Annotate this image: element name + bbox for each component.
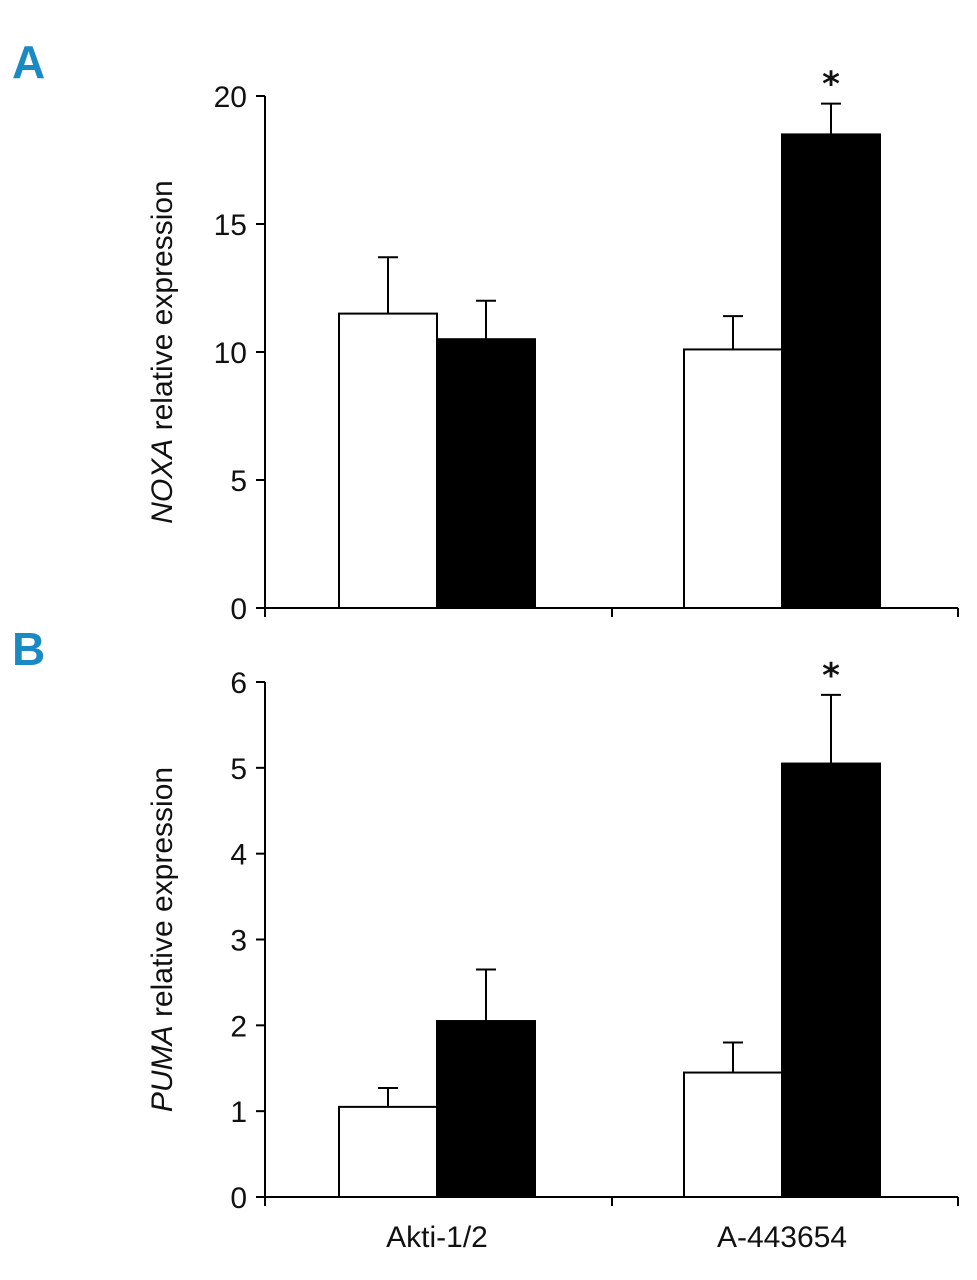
y-axis-label-text: relative expression	[146, 767, 179, 1025]
y-tick-label: 5	[230, 465, 247, 498]
bar-treated-2	[781, 762, 881, 1199]
y-tick-label: 5	[230, 753, 247, 786]
y-axis-label: PUMA relative expression	[146, 767, 179, 1112]
significance-star: *	[822, 65, 840, 105]
y-tick-label: 15	[214, 209, 247, 242]
y-axis-label-gene: NOXA	[146, 439, 179, 524]
bar-control-1	[338, 1105, 438, 1198]
bar-control-1	[338, 312, 438, 609]
y-axis-label-text: relative expression	[146, 180, 179, 438]
bar-treated-2	[781, 133, 881, 609]
panel-letter: A	[12, 36, 45, 88]
y-tick-label: 2	[230, 1010, 247, 1043]
y-tick-label: 10	[214, 337, 247, 370]
x-category-label: A-443654	[717, 1221, 847, 1254]
y-axis-label: NOXA relative expression	[146, 180, 179, 524]
bar-treated-1	[436, 338, 536, 609]
y-tick-label: 6	[230, 667, 247, 700]
y-tick-label: 20	[214, 81, 247, 114]
panel-letter: B	[12, 623, 45, 675]
y-tick-label: 1	[230, 1096, 247, 1129]
y-tick-label: 4	[230, 839, 247, 872]
y-tick-label: 0	[230, 1182, 247, 1215]
y-tick-label: 0	[230, 593, 247, 626]
x-category-label: Akti-1/2	[386, 1221, 488, 1254]
y-axis-label-gene: PUMA	[146, 1025, 179, 1112]
panel-b: B 0 1 2 3 4 5 6 * PUMA relative expression Akti-1/…	[12, 623, 959, 1254]
bar-control-2	[683, 348, 783, 609]
bar-treated-1	[436, 1020, 536, 1199]
bar-control-2	[683, 1071, 783, 1198]
panel-a: A 0 5 10 15 20 * NOXA relative expression	[12, 36, 959, 626]
y-tick-label: 3	[230, 925, 247, 958]
significance-star: *	[822, 656, 840, 696]
